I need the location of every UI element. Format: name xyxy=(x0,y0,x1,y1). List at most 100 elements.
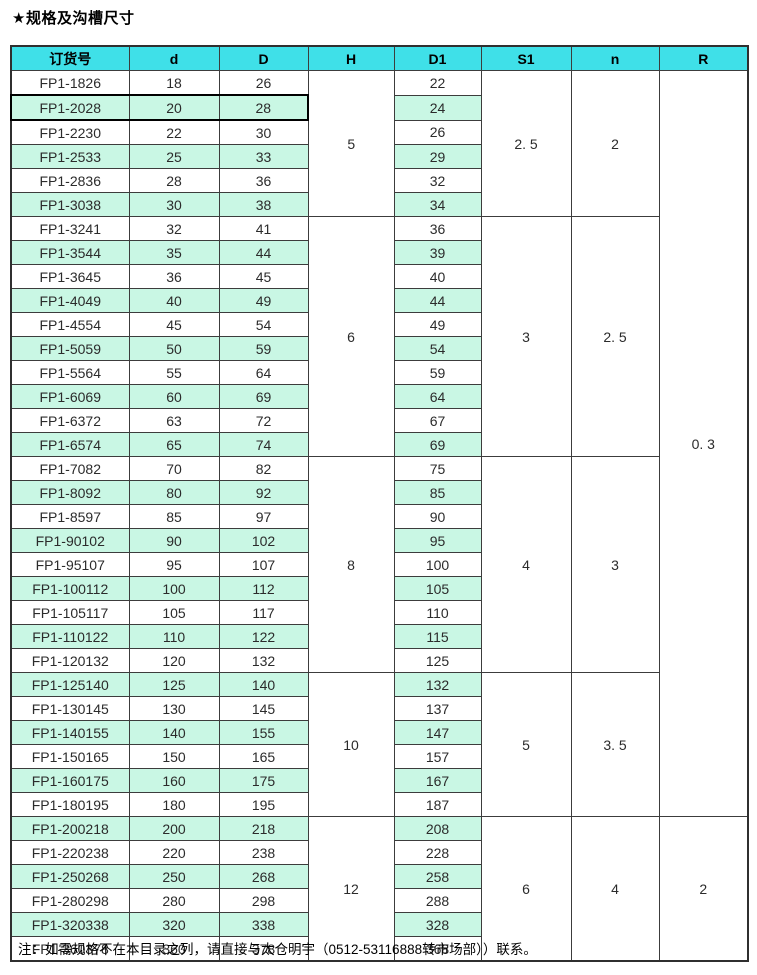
table-row: FP1-1826 18 26 5 22 2. 5 2 0. 3 xyxy=(10,70,749,817)
d-cell: 18 xyxy=(128,70,220,96)
order-cell: FP1-6574 xyxy=(10,432,130,457)
d-cell: 105 xyxy=(128,600,220,625)
table-row: FP1-125140 125 140 10 132 5 3. 5 xyxy=(10,672,748,817)
d-cell: 20 xyxy=(128,94,220,121)
d-cell: 125 xyxy=(128,672,220,697)
table-row: FP1-95107 95 107 100 xyxy=(10,552,748,577)
order-cell: FP1-2230 xyxy=(10,119,130,145)
order-cell: FP1-1826 xyxy=(10,70,130,96)
r-merged-cell: 2 xyxy=(658,816,749,962)
order-cell: FP1-130145 xyxy=(10,696,130,721)
d1-cell: 368 xyxy=(393,936,482,962)
dd-cell: 107 xyxy=(218,552,309,577)
table-row: FP1-2230 22 30 26 xyxy=(10,119,748,145)
dd-cell: 145 xyxy=(218,696,309,721)
d-cell: 25 xyxy=(128,144,220,169)
r-merged-cell: 0. 3 xyxy=(658,70,749,817)
n-merged-cell: 2. 5 xyxy=(570,216,660,457)
dd-cell: 122 xyxy=(218,624,309,649)
n-merged-cell: 2 xyxy=(570,70,660,217)
order-cell: FP1-250268 xyxy=(10,864,130,889)
d-cell: 150 xyxy=(128,744,220,769)
table-row: FP1-4049 40 49 44 xyxy=(10,288,748,313)
d-cell: 55 xyxy=(128,360,220,385)
dd-cell: 378 xyxy=(218,936,309,962)
s1-merged-cell: 6 xyxy=(480,816,572,962)
dd-cell: 195 xyxy=(218,792,309,817)
table-row: FP1-90102 90 102 95 xyxy=(10,528,748,553)
dd-cell: 132 xyxy=(218,648,309,673)
order-cell: FP1-120132 xyxy=(10,648,130,673)
d1-cell: 187 xyxy=(393,792,482,817)
d-cell: 200 xyxy=(128,816,220,841)
d1-cell: 49 xyxy=(393,312,482,337)
h-merged-cell: 8 xyxy=(307,456,395,673)
d-cell: 80 xyxy=(128,480,220,505)
d1-cell: 67 xyxy=(393,408,482,433)
d1-cell: 125 xyxy=(393,648,482,673)
order-cell: FP1-5564 xyxy=(10,360,130,385)
dd-cell: 45 xyxy=(218,264,309,289)
order-cell: FP1-3241 xyxy=(10,216,130,241)
table-row: FP1-3241 32 41 6 36 3 2. 5 xyxy=(10,216,748,457)
order-cell: FP1-2028 xyxy=(10,94,130,121)
order-cell: FP1-160175 xyxy=(10,768,130,793)
order-cell: FP1-6069 xyxy=(10,384,130,409)
order-cell: FP1-360378 xyxy=(10,936,130,962)
d-cell: 70 xyxy=(128,456,220,481)
d1-cell: 29 xyxy=(393,144,482,169)
d1-cell: 32 xyxy=(393,168,482,193)
table-row: FP1-7082 70 82 8 75 4 3 xyxy=(10,456,748,673)
dd-cell: 28 xyxy=(218,94,309,121)
dd-cell: 92 xyxy=(218,480,309,505)
dd-cell: 49 xyxy=(218,288,309,313)
order-cell: FP1-105117 xyxy=(10,600,130,625)
dd-cell: 238 xyxy=(218,840,309,865)
dd-cell: 338 xyxy=(218,912,309,937)
table-body: FP1-1826 18 26 5 22 2. 5 2 0. 3 FP1-2028 20 28 24 FP… xyxy=(10,70,749,962)
column-header-3: H xyxy=(307,45,395,71)
d1-cell: 90 xyxy=(393,504,482,529)
d-cell: 320 xyxy=(128,912,220,937)
table-row: FP1-140155 140 155 147 xyxy=(10,720,748,745)
dd-cell: 112 xyxy=(218,576,309,601)
column-header-4: D1 xyxy=(393,45,482,71)
s1-merged-cell: 3 xyxy=(480,216,572,457)
d-cell: 45 xyxy=(128,312,220,337)
order-cell: FP1-95107 xyxy=(10,552,130,577)
d1-cell: 288 xyxy=(393,888,482,913)
d-cell: 32 xyxy=(128,216,220,241)
d1-cell: 54 xyxy=(393,336,482,361)
d-cell: 280 xyxy=(128,888,220,913)
footnote: 注：如需规格不在本目录之列，请直接与太仓明宇（0512-53116888转市场部… xyxy=(18,942,537,957)
dd-cell: 175 xyxy=(218,768,309,793)
dd-cell: 102 xyxy=(218,528,309,553)
table-row: FP1-6372 63 72 67 xyxy=(10,408,748,433)
d-cell: 65 xyxy=(128,432,220,457)
d1-cell: 34 xyxy=(393,192,482,217)
d1-cell: 328 xyxy=(393,912,482,937)
d-cell: 100 xyxy=(128,576,220,601)
dd-cell: 97 xyxy=(218,504,309,529)
d1-cell: 167 xyxy=(393,768,482,793)
table-row: FP1-100112 100 112 105 xyxy=(10,576,748,601)
dd-cell: 72 xyxy=(218,408,309,433)
d-cell: 180 xyxy=(128,792,220,817)
d1-cell: 24 xyxy=(393,94,482,121)
dd-cell: 33 xyxy=(218,144,309,169)
dd-cell: 26 xyxy=(218,70,309,96)
d-cell: 90 xyxy=(128,528,220,553)
order-cell: FP1-100112 xyxy=(10,576,130,601)
n-merged-cell: 3 xyxy=(570,456,660,673)
dd-cell: 54 xyxy=(218,312,309,337)
table-row: FP1-2533 25 33 29 xyxy=(10,144,748,169)
dd-cell: 82 xyxy=(218,456,309,481)
order-cell: FP1-125140 xyxy=(10,672,130,697)
d1-cell: 157 xyxy=(393,744,482,769)
table-row: FP1-360378 360 378 368 xyxy=(10,936,748,962)
d-cell: 22 xyxy=(128,119,220,145)
d1-cell: 64 xyxy=(393,384,482,409)
order-cell: FP1-320338 xyxy=(10,912,130,937)
column-header-7: R xyxy=(658,45,749,71)
order-cell: FP1-3544 xyxy=(10,240,130,265)
